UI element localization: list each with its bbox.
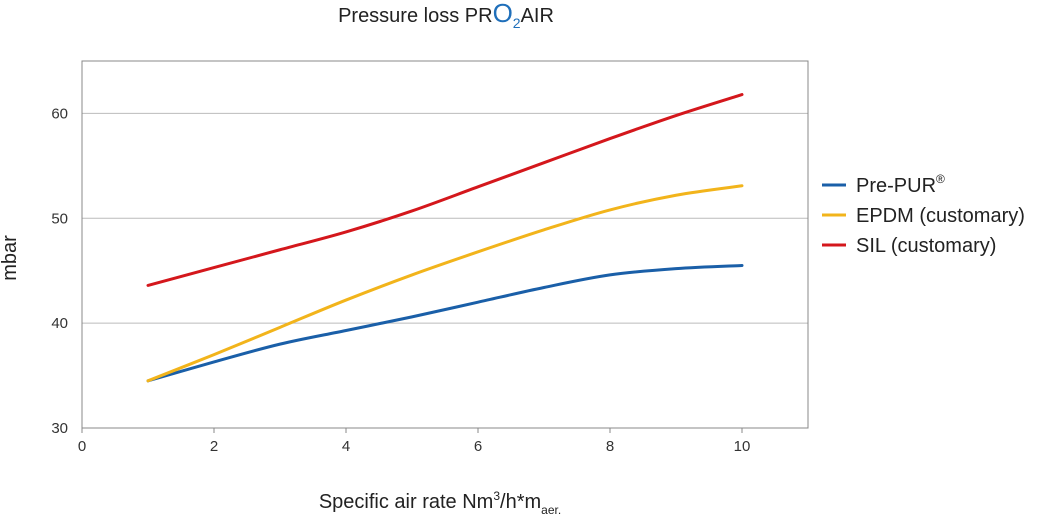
legend: Pre-PUR® EPDM (customary) SIL (customary…	[822, 172, 1025, 257]
chart-title: Pressure loss PRO2AIR	[338, 0, 554, 31]
legend-item-epdm: EPDM (customary)	[822, 205, 1025, 227]
x-tick-label-10: 10	[734, 438, 751, 455]
series-lines	[146, 93, 744, 383]
series-line-epdm	[146, 184, 744, 383]
x-tick-label-0: 0	[78, 438, 86, 455]
x-tick-label-2: 2	[210, 438, 218, 455]
legend-item-sil: SIL (customary)	[822, 235, 996, 257]
y-tick-label-50: 50	[51, 210, 68, 227]
series-line-sil	[146, 93, 744, 287]
svg-text:SIL (customary): SIL (customary)	[856, 235, 996, 257]
grid-lines	[82, 112, 808, 324]
y-tick-label-40: 40	[51, 315, 68, 332]
y-tick-label-60: 60	[51, 105, 68, 122]
svg-text:Pre-PUR®: Pre-PUR®	[856, 172, 945, 197]
y-axis-label: mbar	[0, 235, 21, 281]
x-tick-label-4: 4	[342, 438, 350, 455]
x-axis-label: Specific air rate Nm3/h*maer.	[319, 489, 561, 517]
y-tick-label-30: 30	[51, 420, 68, 437]
x-tick-label-8: 8	[606, 438, 614, 455]
y-axis-ticks: 30 40 50 60	[51, 105, 68, 437]
plot-area	[81, 60, 809, 429]
x-tick-label-6: 6	[474, 438, 482, 455]
svg-text:EPDM (customary): EPDM (customary)	[856, 205, 1025, 227]
x-axis-ticks: 0 2 4 6 8 10	[78, 428, 751, 455]
legend-item-pre-pur: Pre-PUR®	[822, 172, 945, 197]
series-line-pre-pur	[146, 263, 744, 383]
